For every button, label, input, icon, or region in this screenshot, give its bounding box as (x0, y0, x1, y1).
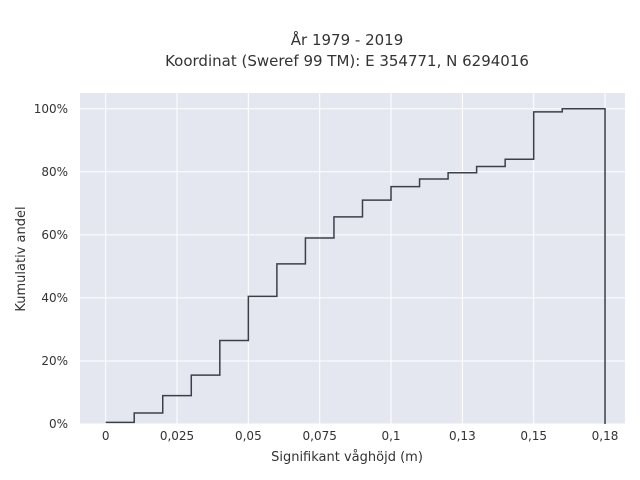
y-tick-label: 40% (41, 291, 68, 305)
x-tick-label: 0,075 (303, 429, 337, 443)
y-tick-label: 20% (41, 354, 68, 368)
x-tick-label: 0,025 (160, 429, 194, 443)
y-tick-label: 80% (41, 165, 68, 179)
cumulative-step-line (105, 108, 606, 424)
chart-title-line-1: År 1979 - 2019 (291, 30, 404, 49)
grid-lines (80, 93, 625, 425)
x-tick-label: 0,05 (235, 429, 262, 443)
y-axis-label: Kumulativ andel (14, 206, 29, 311)
x-tick-label: 0,13 (449, 429, 476, 443)
y-tick-label: 100% (34, 102, 68, 116)
tick-labels: 0 0,025 0,05 0,075 0,1 0,13 0,15 0,18 0% 20% 40% 60… (34, 102, 619, 443)
x-axis-label: Signifikant våghöjd (m) (271, 450, 423, 465)
x-tick-label: 0 (102, 429, 110, 443)
x-tick-label: 0,18 (592, 429, 619, 443)
x-tick-label: 0,15 (520, 429, 547, 443)
x-tick-label: 0,1 (381, 429, 400, 443)
y-tick-label: 0% (49, 417, 68, 431)
plot-area (80, 93, 625, 424)
y-tick-label: 60% (41, 228, 68, 242)
chart-title-line-2: Koordinat (Sweref 99 TM): E 354771, N 62… (165, 52, 529, 70)
